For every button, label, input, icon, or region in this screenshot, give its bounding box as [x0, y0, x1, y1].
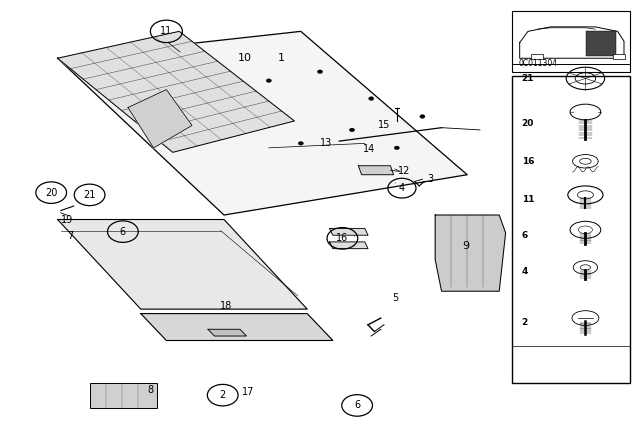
Circle shape [266, 79, 271, 82]
Text: 17: 17 [242, 387, 255, 397]
Polygon shape [58, 31, 467, 215]
Polygon shape [435, 215, 506, 291]
Polygon shape [358, 166, 394, 175]
Text: 21: 21 [522, 74, 534, 83]
Text: 6: 6 [120, 227, 126, 237]
Text: 16: 16 [336, 233, 349, 243]
Text: 11: 11 [160, 26, 173, 36]
Text: 1: 1 [278, 53, 285, 63]
Text: 4: 4 [522, 267, 528, 276]
Text: 6: 6 [522, 231, 528, 240]
Text: 2: 2 [220, 390, 226, 400]
Text: 12: 12 [398, 166, 411, 176]
Polygon shape [58, 31, 294, 152]
FancyBboxPatch shape [512, 11, 630, 72]
Text: 10: 10 [237, 53, 252, 63]
Text: 20: 20 [45, 188, 58, 198]
Text: 4: 4 [399, 183, 405, 193]
Circle shape [317, 70, 323, 73]
Text: 13: 13 [320, 138, 333, 148]
Text: 7: 7 [67, 231, 74, 241]
Circle shape [394, 146, 399, 150]
Polygon shape [128, 90, 192, 148]
Text: 21: 21 [83, 190, 96, 200]
Circle shape [298, 142, 303, 145]
Text: 2: 2 [522, 318, 528, 327]
Text: 14: 14 [363, 144, 376, 154]
Text: 19: 19 [61, 215, 74, 224]
Circle shape [349, 128, 355, 132]
Text: 5: 5 [392, 293, 398, 303]
Text: 15: 15 [378, 120, 390, 129]
Polygon shape [330, 228, 368, 235]
Polygon shape [330, 242, 368, 249]
FancyBboxPatch shape [531, 54, 543, 59]
Text: 8: 8 [147, 385, 154, 395]
FancyBboxPatch shape [613, 54, 625, 59]
Text: 3: 3 [428, 174, 434, 184]
Text: 6: 6 [354, 401, 360, 410]
Text: 18: 18 [220, 301, 232, 311]
Text: 11: 11 [522, 195, 534, 204]
Polygon shape [208, 329, 246, 336]
Circle shape [420, 115, 425, 118]
Text: 9: 9 [462, 241, 470, 251]
FancyBboxPatch shape [512, 76, 630, 383]
FancyBboxPatch shape [90, 383, 157, 408]
Text: 20: 20 [522, 119, 534, 128]
Text: 0C011304: 0C011304 [518, 59, 557, 68]
FancyBboxPatch shape [586, 31, 616, 56]
Polygon shape [141, 314, 333, 340]
Polygon shape [58, 220, 307, 309]
Text: 16: 16 [522, 157, 534, 166]
Circle shape [369, 97, 374, 100]
